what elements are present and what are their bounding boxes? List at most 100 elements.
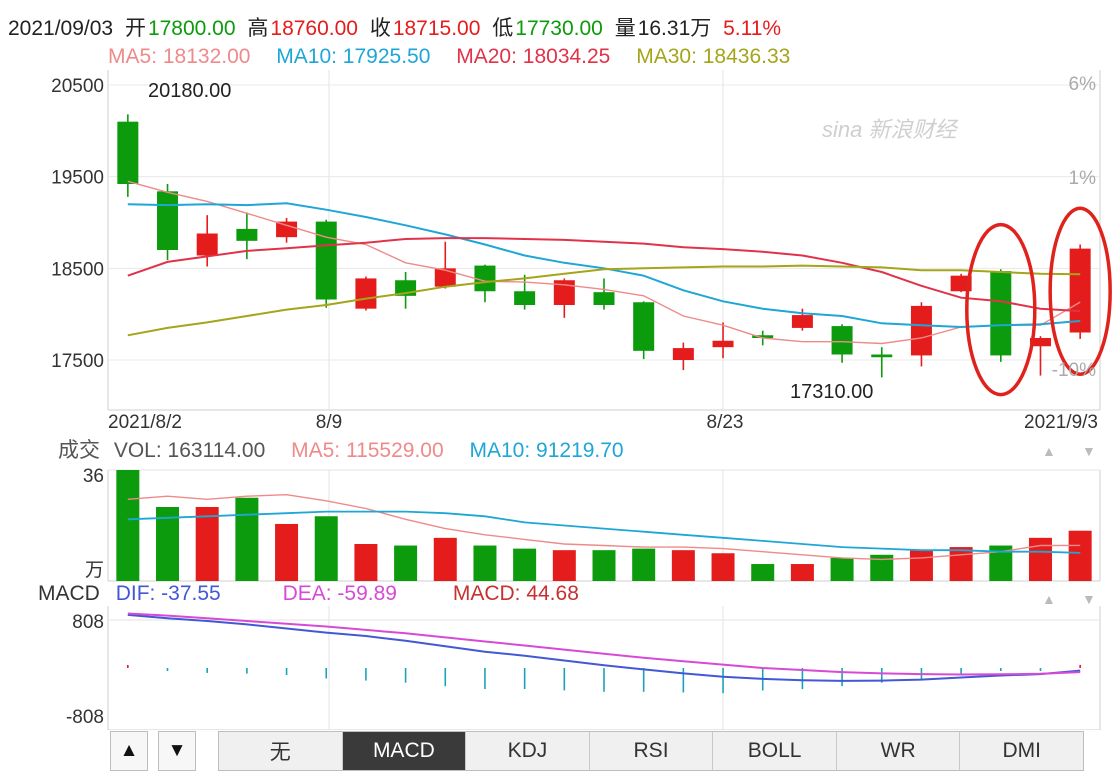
volume-bar: [989, 545, 1013, 581]
volume-title: 成交: [58, 439, 100, 462]
volume-legend: 成交 VOL: 163114.00 MA5: 115529.00 MA10: 9…: [58, 434, 630, 464]
volume-bar: [711, 553, 735, 581]
candle-body: [474, 265, 496, 292]
candle-body: [157, 191, 179, 250]
macd-value-legend: MACD: 44.68: [452, 582, 579, 605]
macd-tick-label: -808: [66, 707, 104, 728]
candle-body: [633, 302, 655, 351]
volume-panel: [116, 470, 1092, 581]
dea-legend: DEA: -59.89: [282, 582, 397, 605]
volume-tick-label: 36: [83, 466, 104, 487]
volume-bar: [354, 544, 378, 581]
volume-label: 量: [614, 17, 636, 40]
low-label: 低: [492, 17, 514, 40]
tab-6[interactable]: DMI: [1002, 739, 1042, 762]
volume-bar: [870, 554, 894, 581]
chart-canvas: sina 新浪财经 205001950018500175006%1%-10%20…: [51, 70, 1112, 730]
vol-ma10-legend: MA10: 91219.70: [469, 439, 624, 462]
high-annotation: 20180.00: [148, 80, 231, 102]
candle-body: [910, 305, 932, 356]
panel-collapse-icon: ▲: [1042, 591, 1056, 607]
volume-bar: [830, 557, 854, 581]
open-label: 开: [124, 17, 146, 40]
candle-body: [712, 340, 734, 348]
candle-body: [831, 326, 853, 355]
ohlc-info-bar: 2021/09/03 开17800.00 高18760.00 收18715.00…: [8, 12, 787, 42]
panel-expand-icon: ▼: [1082, 443, 1096, 459]
ma10-legend: MA10: 17925.50: [276, 45, 431, 68]
volume-bar: [513, 548, 537, 581]
candle-body: [514, 291, 536, 305]
dif-line: [127, 613, 1081, 682]
candle-body: [791, 315, 813, 328]
candle-body: [672, 348, 694, 360]
volume-bar: [1068, 530, 1092, 581]
volume-bar: [235, 497, 259, 581]
price-tick-label: 19500: [51, 168, 104, 189]
macd-panel: [127, 612, 1081, 694]
open-value: 17800.00: [147, 17, 236, 40]
ma5-legend: MA5: 18132.00: [108, 45, 251, 68]
tab-1[interactable]: MACD: [342, 732, 467, 770]
x-tick-label: 8/23: [707, 412, 744, 433]
volume-bar: [751, 564, 775, 581]
scroll-down-button[interactable]: ▼: [158, 731, 196, 771]
tab-4[interactable]: BOLL: [713, 732, 837, 770]
x-tick-label: 2021/9/3: [1024, 412, 1098, 433]
candle-body: [593, 292, 615, 305]
tab-3[interactable]: RSI: [590, 732, 714, 770]
candle-body: [990, 271, 1012, 356]
date-label: 2021/09/03: [8, 17, 114, 40]
ma-legend: MA5: 18132.00 MA10: 17925.50 MA20: 18034…: [108, 45, 796, 69]
candle-body: [117, 121, 139, 184]
ma5-line: [127, 180, 1081, 345]
indicator-tabs: 无 MACD KDJ RSI BOLL WR DMI: [218, 731, 1084, 771]
close-label: 收: [369, 17, 391, 40]
tab-2[interactable]: KDJ: [466, 732, 590, 770]
axis-labels: 20500 19500 18500 17500 6% 1% -10% 2021/8/2 8/9 8…: [51, 74, 1098, 728]
grid-lines: [107, 70, 1101, 730]
tab-5[interactable]: WR: [837, 732, 961, 770]
high-label: 高: [247, 17, 269, 40]
volume-bar: [394, 545, 418, 581]
candle-body: [1029, 338, 1051, 347]
candle-body: [1069, 248, 1091, 333]
macd-legend: MACD DIF: -37.55 DEA: -59.89 MACD: 44.68: [38, 582, 585, 606]
dea-line: [127, 612, 1081, 676]
x-tick-label: 8/9: [316, 412, 342, 433]
volume-bar: [1028, 537, 1052, 581]
volume-bar: [433, 537, 457, 581]
candle-body: [752, 335, 774, 338]
volume-bar: [909, 550, 933, 581]
macd-tick-label: 808: [72, 612, 104, 633]
volume-bar: [592, 550, 616, 581]
price-tick-label: 18500: [51, 259, 104, 280]
candle-body: [434, 268, 456, 287]
volume-bar: [552, 550, 576, 581]
close-value: 18715.00: [392, 17, 481, 40]
highlight-ellipse: [965, 222, 1037, 397]
volume-bar: [195, 507, 219, 581]
dif-legend: DIF: -37.55: [115, 582, 221, 605]
tab-0[interactable]: 无: [219, 732, 343, 770]
price-tick-label: 20500: [51, 76, 104, 97]
volume-bar: [314, 516, 338, 581]
volume-bar: [632, 548, 656, 581]
percent-tick-label: 1%: [1069, 168, 1097, 189]
scroll-up-button[interactable]: ▲: [110, 731, 148, 771]
volume-bar: [671, 550, 695, 581]
ma30-legend: MA30: 18436.33: [636, 45, 791, 68]
candle-body: [315, 221, 337, 300]
high-value: 18760.00: [270, 17, 358, 40]
candle-body: [276, 221, 298, 238]
ma30-line: [127, 264, 1081, 337]
volume-ma10-line: [127, 510, 1081, 554]
ma20-legend: MA20: 18034.25: [456, 45, 611, 68]
volume-unit-label: 万: [85, 560, 104, 581]
volume-bar: [790, 564, 814, 581]
highlight-ellipse: [1048, 206, 1112, 376]
volume-ma5-line: [127, 493, 1081, 561]
volume-bar: [473, 545, 497, 581]
candle-body: [355, 278, 377, 309]
